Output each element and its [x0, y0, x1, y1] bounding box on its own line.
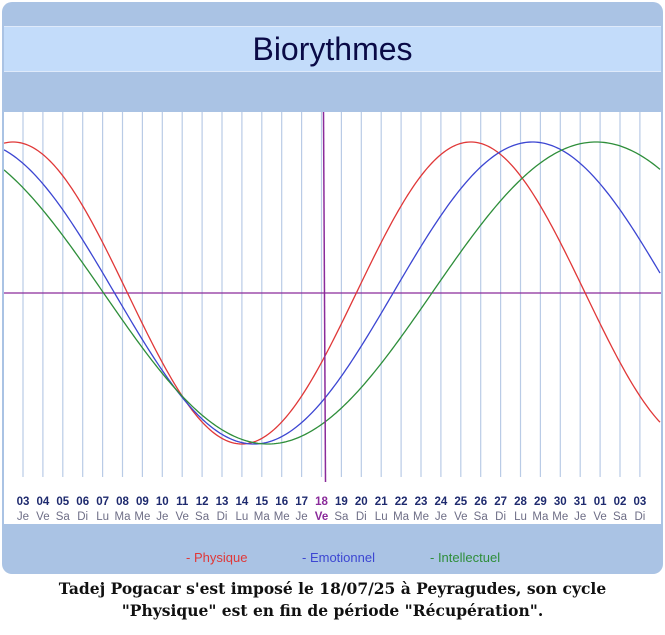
chart-plot-area: 03 Je 04 Ve 05 Sa 06 Di 07 Lu 08 Ma 09 Me 10 Je 11 Ve 12 Sa… — [4, 112, 661, 524]
x-tick-weekday: Sa — [56, 511, 71, 523]
legend: - Physique - Emotionnel - Intellectuel — [4, 542, 661, 572]
selected-day-marker — [322, 112, 327, 483]
caption-line-1: Tadej Pogacar s'est imposé le 18/07/25 à… — [58, 579, 607, 598]
x-tick-weekday: Je — [17, 511, 29, 523]
x-tick-weekday: Sa — [474, 511, 489, 523]
x-tick-day: 30 — [554, 496, 567, 508]
x-tick-day: 12 — [196, 496, 209, 508]
x-tick-weekday: Ve — [454, 511, 467, 523]
x-tick-day: 15 — [255, 496, 268, 508]
x-tick-day: 16 — [275, 496, 288, 508]
biorhythm-panel: Biorythmes 03 Je 04 Ve 05 Sa 06 Di 07 Lu 08 Ma 09 Me 1… — [2, 2, 663, 574]
x-tick-weekday: Je — [156, 511, 168, 523]
x-tick-weekday: Ma — [115, 511, 132, 523]
x-tick-day: 01 — [594, 496, 607, 508]
x-tick-weekday: Ve — [593, 511, 606, 523]
series-line-emotionnel — [4, 141, 661, 445]
legend-physique: - Physique — [186, 550, 248, 565]
x-tick-day: 05 — [56, 496, 69, 508]
x-tick-day: 10 — [156, 496, 169, 508]
x-tick-day: 22 — [395, 496, 408, 508]
page-title: Biorythmes — [252, 30, 413, 67]
legend-emotionnel: - Emotionnel — [302, 550, 375, 565]
x-tick-day: 21 — [375, 496, 388, 508]
caption: Tadej Pogacar s'est imposé le 18/07/25 à… — [0, 578, 665, 622]
x-tick-day: 28 — [514, 496, 527, 508]
x-tick-weekday: Di — [495, 511, 506, 523]
caption-line-2: "Physique" est en fin de période "Récupé… — [121, 601, 544, 620]
x-tick-day: 31 — [574, 496, 587, 508]
x-tick-day: 06 — [76, 496, 89, 508]
x-tick-day: 08 — [116, 496, 129, 508]
x-tick-day: 24 — [435, 496, 448, 508]
x-tick-day: 02 — [614, 496, 627, 508]
biorhythm-chart: 03 Je 04 Ve 05 Sa 06 Di 07 Lu 08 Ma 09 Me 10 Je 11 Ve 12 Sa… — [4, 112, 661, 523]
x-tick-weekday: Di — [77, 511, 88, 523]
x-tick-day: 09 — [136, 496, 149, 508]
x-tick-weekday: Sa — [613, 511, 628, 523]
x-tick-weekday: Je — [435, 511, 447, 523]
series-line-intellectuel — [4, 141, 661, 445]
x-tick-weekday: Di — [217, 511, 228, 523]
x-tick-weekday: Me — [274, 511, 290, 523]
x-tick-weekday: Je — [296, 511, 308, 523]
x-tick-weekday: Ma — [393, 511, 410, 523]
x-tick-day: 26 — [474, 496, 487, 508]
x-tick-weekday: Lu — [375, 511, 388, 523]
x-tick-day: 19 — [335, 496, 348, 508]
x-tick-weekday: Sa — [195, 511, 210, 523]
x-tick-weekday: Me — [413, 511, 429, 523]
x-tick-day: 25 — [454, 496, 467, 508]
x-tick-day: 20 — [355, 496, 368, 508]
x-tick-weekday: Lu — [236, 511, 249, 523]
x-tick-weekday: Ma — [532, 511, 549, 523]
series-line-physique — [4, 141, 661, 445]
x-tick-weekday: Me — [134, 511, 150, 523]
x-tick-day: 27 — [494, 496, 507, 508]
x-tick-day: 04 — [37, 496, 50, 508]
x-tick-weekday: Lu — [96, 511, 109, 523]
x-tick-weekday: Di — [356, 511, 367, 523]
x-tick-day: 07 — [96, 496, 109, 508]
legend-intellectuel: - Intellectuel — [430, 550, 501, 565]
x-tick-weekday: Di — [634, 511, 645, 523]
x-tick-weekday: Sa — [334, 511, 349, 523]
x-tick-weekday: Ma — [254, 511, 271, 523]
x-tick-day: 13 — [216, 496, 229, 508]
x-tick-day: 23 — [415, 496, 428, 508]
x-tick-day: 18 — [315, 496, 328, 508]
x-tick-weekday: Ve — [315, 511, 328, 523]
x-tick-day: 03 — [634, 496, 647, 508]
x-tick-day: 03 — [17, 496, 30, 508]
title-band: Biorythmes — [4, 26, 661, 72]
x-tick-day: 11 — [176, 496, 189, 508]
x-tick-weekday: Je — [574, 511, 586, 523]
x-tick-day: 14 — [236, 496, 249, 508]
x-tick-day: 17 — [295, 496, 308, 508]
x-tick-weekday: Ve — [175, 511, 188, 523]
x-tick-weekday: Lu — [514, 511, 527, 523]
x-tick-weekday: Ve — [36, 511, 49, 523]
x-tick-weekday: Me — [552, 511, 568, 523]
x-tick-day: 29 — [534, 496, 547, 508]
